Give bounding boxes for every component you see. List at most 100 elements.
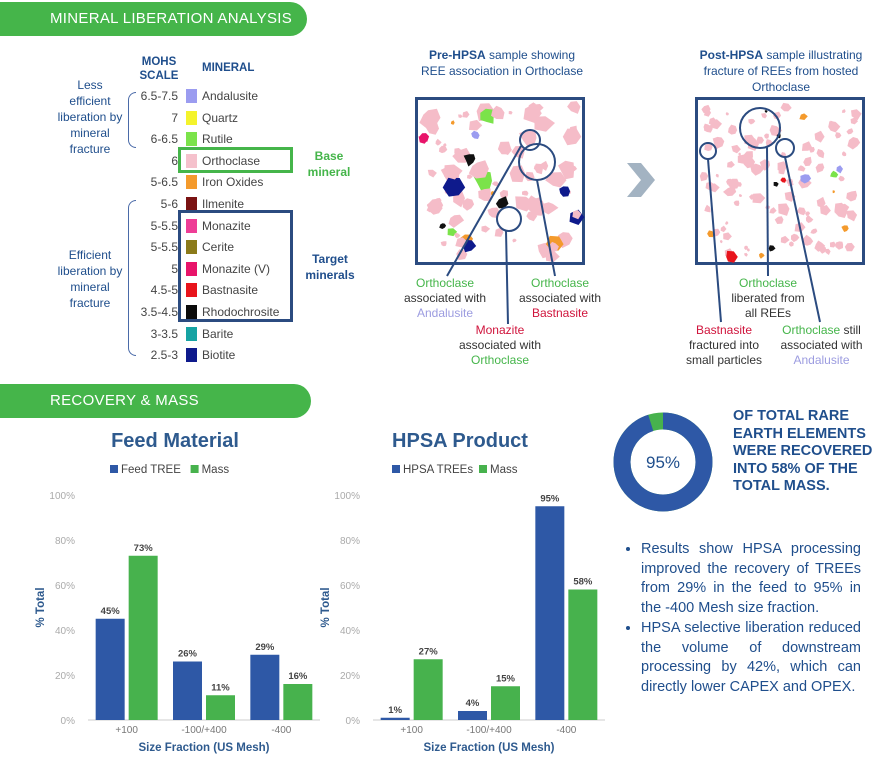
mineral-particle [759, 252, 765, 259]
y-tick-label: 20% [340, 671, 360, 682]
mineral-particle [800, 174, 812, 184]
bar-mass [283, 684, 313, 720]
mineral-particle [469, 119, 483, 131]
mineral-name: Quartz [202, 110, 239, 125]
x-tick-label: -100/+400 [181, 725, 227, 736]
donut-arc [613, 412, 713, 512]
mineral-particle [815, 163, 825, 173]
post-cap3-b: associated with [780, 338, 863, 352]
pre-cap3-c: Orthoclase [470, 353, 530, 367]
mineral-particle [731, 144, 741, 154]
mohs-value: 3-3.5 [150, 326, 178, 341]
mineral-particle [427, 169, 437, 178]
mineral-particle [533, 163, 540, 171]
bar-feed-tree [250, 654, 280, 720]
mineral-particle [846, 190, 858, 202]
mineral-particle [840, 203, 850, 213]
mohs-value: 3.5-4.5 [140, 305, 178, 319]
mineral-particle [810, 228, 818, 234]
mineral-particle [803, 156, 812, 167]
mineral-particle [788, 241, 794, 247]
post-cap2-a: Bastnasite [695, 323, 753, 337]
mineral-particle [727, 161, 735, 168]
bar-hpsa-trees [458, 711, 487, 720]
legend-swatch [479, 465, 487, 473]
post-title-rest: sample illustrating fracture of REEs fro… [703, 48, 863, 94]
mineral-particle [756, 136, 764, 144]
post-cap1-c: all REEs [744, 306, 791, 320]
mineral-particle [802, 234, 814, 246]
post-cap3-a2: still [840, 323, 861, 337]
mohs-value: 6 [171, 153, 178, 168]
x-tick-label: +100 [115, 725, 138, 736]
post-cap2-b: fractured into [688, 338, 760, 352]
bar-mass [128, 555, 158, 720]
mineral-name: Rhodochrosite [202, 305, 280, 319]
y-tick-label: 100% [49, 491, 75, 502]
mineral-particle [419, 133, 430, 142]
pre-cap3-b: associated with [458, 338, 542, 352]
mineral-particle [545, 172, 567, 188]
mohs-value: 6-6.5 [150, 132, 178, 147]
mineral-particle [799, 113, 808, 120]
mineral-name: Ilmenite [202, 197, 245, 211]
mineral-particle [562, 128, 582, 146]
mineral-name: Monazite [202, 218, 251, 233]
mineral-particle [458, 114, 463, 118]
mineral-particle [439, 223, 447, 229]
mineral-particle [497, 141, 512, 155]
mineral-particle [427, 203, 440, 213]
mineral-particle [841, 109, 846, 113]
y-tick-label: 80% [340, 536, 360, 547]
donut-description: OF TOTAL RARE EARTH ELEMENTS WERE RECOVE… [733, 408, 873, 495]
y-tick-label: 0% [61, 716, 76, 727]
mineral-particle [726, 250, 738, 263]
mineral-particle [778, 203, 790, 216]
mineral-particle [725, 221, 729, 225]
mineral-particle [846, 128, 854, 135]
mineral-particle [559, 186, 571, 197]
mineral-particle [805, 211, 811, 216]
mineral-particle [704, 204, 711, 213]
mineral-particle [448, 214, 465, 228]
mineral-particle [829, 241, 837, 248]
mineral-particle [572, 210, 582, 220]
mineral-particle [542, 202, 559, 215]
mineral-particle [774, 216, 784, 224]
mineral-particle [752, 193, 766, 204]
base-mineral-label: Base mineral [307, 149, 351, 179]
y-tick-label: 40% [340, 626, 360, 637]
y-axis-label: % Total [320, 587, 332, 627]
mineral-name: Orthoclase [202, 153, 261, 168]
mineral-particle [778, 168, 785, 175]
post-title-bold: Post-HPSA [699, 48, 763, 62]
donut-value-label: 95% [646, 453, 680, 472]
post-particles [699, 102, 862, 263]
pre-panel-title: Pre-HPSA sample showing REE association … [417, 47, 587, 79]
less-efficient-label: Less efficient liberation by mineral fra… [57, 78, 123, 156]
mineral-particle [838, 175, 845, 182]
y-tick-label: 60% [55, 581, 75, 592]
mineral-particle [699, 172, 709, 182]
mineral-particle [728, 124, 738, 135]
mineral-particle [534, 104, 544, 112]
mineral-color-swatch [186, 197, 197, 211]
bar-data-label: 1% [388, 705, 402, 716]
mineral-particle [780, 235, 790, 244]
pre-title-rest: sample showing REE association in Orthoc… [420, 48, 584, 78]
bar-mass [568, 589, 598, 720]
mineral-particle [738, 194, 743, 197]
finding-item-2: HPSA selective liberation reduced the vo… [641, 619, 861, 698]
pre-caption-1: Orthoclase associated with Andalusite [395, 276, 495, 321]
mineral-particle [737, 154, 749, 164]
feed-material-chart: Feed Material Feed TREE Mass 0% 20% 40% 60% 80%… [35, 430, 320, 754]
mineral-particle [462, 198, 475, 211]
post-callout-circle-3 [775, 138, 795, 158]
mineral-particle [854, 110, 859, 116]
bar-data-label: 4% [466, 698, 480, 709]
x-tick-label: -400 [271, 725, 291, 736]
section-banner-recovery: RECOVERY & MASS DISTRIBUTION [0, 384, 311, 443]
mineral-particle [549, 241, 559, 252]
mineral-particle [440, 241, 447, 247]
mineral-particle [704, 143, 713, 151]
